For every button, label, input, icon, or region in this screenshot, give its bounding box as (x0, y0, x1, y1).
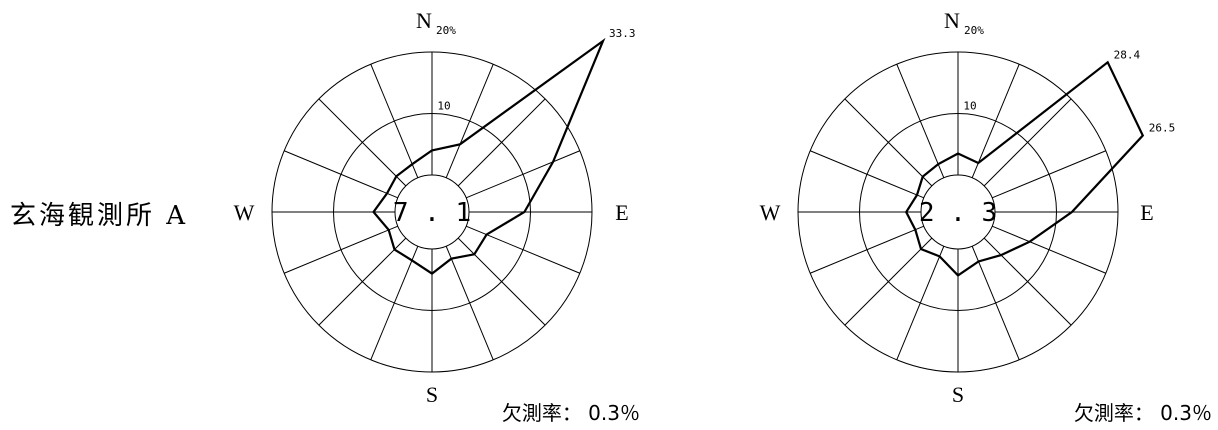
spoke-ne (457, 98, 546, 187)
spoke-ssw (370, 245, 419, 361)
calm-value-label: 7 . 1 (393, 198, 471, 228)
cardinal-label-w: W (760, 200, 781, 225)
ring-label-outer: 20% (436, 24, 456, 37)
cardinal-label-s: S (952, 382, 964, 407)
spoke-nw (844, 98, 933, 187)
spoke-nnw (370, 63, 419, 179)
cardinal-label-e: E (615, 200, 628, 225)
peak-label-ene: 26.5 (1149, 121, 1176, 134)
missing-rate: 欠測率： 0.3％ (1074, 401, 1212, 425)
station-label: 玄海観測所 A (10, 201, 189, 231)
spoke-sse (971, 245, 1020, 361)
spoke-ene (991, 150, 1107, 199)
spoke-ene (465, 150, 581, 199)
cardinal-label-e: E (1140, 200, 1153, 225)
wind-frequency-polygon (372, 37, 606, 275)
wind-rose-2: 2 . 3 N 20% E S W 10 28.4 26.5 欠測率： 0.3％ (760, 8, 1212, 425)
cardinal-label-n: N (944, 8, 960, 33)
ring-label-outer: 20% (964, 24, 984, 37)
spoke-nne (445, 63, 494, 179)
calm-value-label: 2 . 3 (919, 198, 997, 228)
spoke-sw (844, 237, 933, 326)
wind-frequency-polygon (904, 60, 1145, 277)
missing-rate: 欠測率： 0.3％ (502, 401, 640, 425)
spoke-wsw (809, 225, 925, 274)
cardinal-label-s: S (426, 382, 438, 407)
spoke-wsw (283, 225, 399, 274)
spoke-nne (971, 63, 1020, 179)
ring-label-mid: 10 (437, 100, 450, 113)
spoke-ese (991, 225, 1107, 274)
spoke-sse (445, 245, 494, 361)
spoke-ssw (896, 245, 945, 361)
spoke-wnw (283, 150, 399, 199)
cardinal-label-n: N (416, 8, 432, 33)
spoke-ese (465, 225, 581, 274)
spoke-wnw (809, 150, 925, 199)
calm-circle (394, 174, 470, 250)
cardinal-label-w: W (234, 200, 255, 225)
peak-label-ne: 28.4 (1114, 48, 1141, 61)
spoke-ne (983, 98, 1072, 187)
spoke-se (457, 237, 546, 326)
peak-label-ne: 33.3 (609, 27, 636, 40)
spoke-nnw (896, 63, 945, 179)
spoke-nw (318, 98, 407, 187)
calm-circle (920, 174, 996, 250)
spoke-sw (318, 237, 407, 326)
ring-label-mid: 10 (963, 100, 976, 113)
spoke-se (983, 237, 1072, 326)
wind-rose-1: 7 . 1 N 20% E S W 10 33.3 欠測率： 0.3％ (234, 8, 640, 425)
